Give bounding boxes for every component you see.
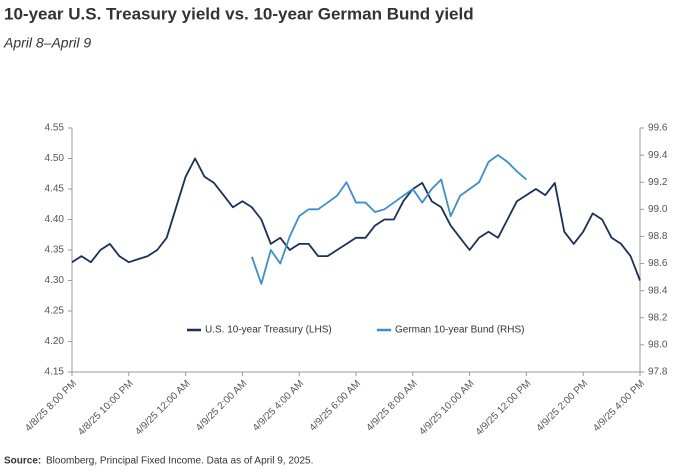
y-tick-label: 4.35 xyxy=(45,245,65,256)
y2-tick-label: 99.0 xyxy=(648,204,668,215)
legend-label: U.S. 10-year Treasury (LHS) xyxy=(205,325,332,336)
series-line xyxy=(71,157,641,281)
y2-tick-label: 98.0 xyxy=(648,340,668,351)
y-tick-label: 4.45 xyxy=(45,184,65,195)
series-line xyxy=(251,154,527,285)
chart-title: 10-year U.S. Treasury yield vs. 10-year … xyxy=(4,4,474,23)
source-label: Source: xyxy=(4,456,41,467)
y-tick-label: 4.15 xyxy=(45,367,65,378)
x-tick-label: 4/8/25 10:00 PM xyxy=(76,378,136,438)
y-tick-label: 4.40 xyxy=(45,214,65,225)
y2-tick-label: 98.6 xyxy=(648,258,668,269)
x-tick-label: 4/9/25 8:00 AM xyxy=(364,378,419,433)
y-tick-label: 4.20 xyxy=(45,336,65,347)
x-tick-label: 4/9/25 6:00 AM xyxy=(308,378,363,433)
chart-subtitle: April 8–April 9 xyxy=(3,35,91,51)
x-tick-label: 4/9/25 10:00 AM xyxy=(417,378,476,437)
y2-tick-label: 99.2 xyxy=(648,177,668,188)
x-tick-label: 4/8/25 8:00 PM xyxy=(23,378,79,434)
legend-label: German 10-year Bund (RHS) xyxy=(395,325,525,336)
y-tick-label: 4.50 xyxy=(45,153,65,164)
y2-tick-label: 99.6 xyxy=(648,123,668,134)
y-tick-label: 4.30 xyxy=(45,275,65,286)
y-tick-label: 4.55 xyxy=(45,123,65,134)
y2-tick-label: 98.4 xyxy=(648,285,668,296)
x-tick-label: 4/9/25 12:00 AM xyxy=(133,378,192,437)
x-tick-label: 4/9/25 12:00 PM xyxy=(474,378,534,438)
y-tick-label: 4.25 xyxy=(45,306,65,317)
x-tick-label: 4/9/25 2:00 AM xyxy=(194,378,249,433)
source: Bloomberg, Principal Fixed Income. Data … xyxy=(46,456,313,467)
x-tick-label: 4/9/25 4:00 PM xyxy=(591,378,647,434)
x-tick-label: 4/9/25 2:00 PM xyxy=(534,378,590,434)
x-tick-label: 4/9/25 4:00 AM xyxy=(251,378,306,433)
y2-tick-label: 97.8 xyxy=(648,367,668,378)
y2-tick-label: 98.2 xyxy=(648,312,668,323)
y2-tick-label: 99.4 xyxy=(648,150,668,161)
y2-tick-label: 98.8 xyxy=(648,231,668,242)
